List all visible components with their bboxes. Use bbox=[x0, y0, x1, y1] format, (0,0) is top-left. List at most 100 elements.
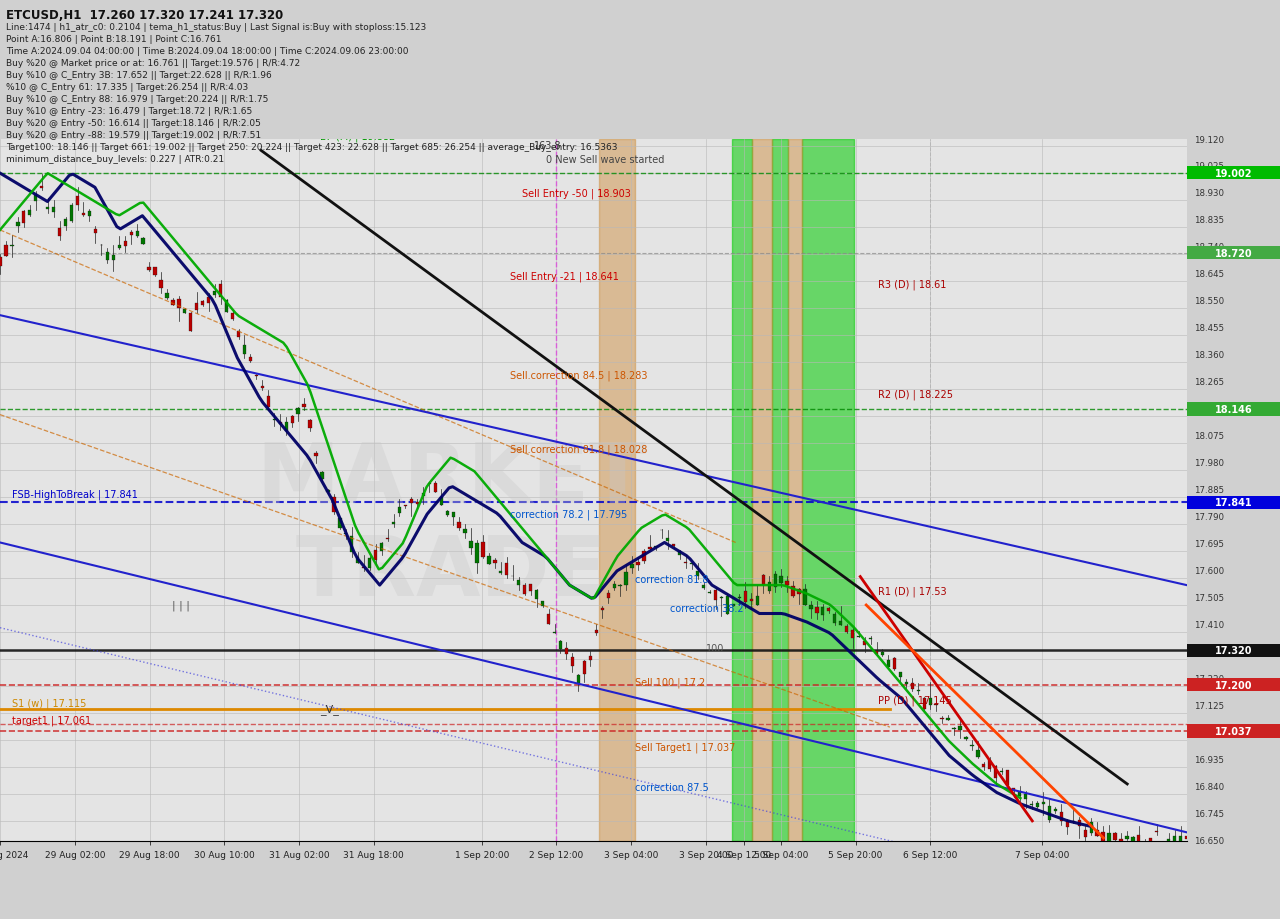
Bar bbox=[1167, 839, 1170, 847]
Bar bbox=[773, 574, 777, 587]
Text: Buy %10 @ Entry -23: 16.479 | Target:18.72 | R/R:1.65: Buy %10 @ Entry -23: 16.479 | Target:18.… bbox=[6, 107, 252, 116]
Bar bbox=[1187, 644, 1280, 657]
Bar bbox=[106, 253, 109, 261]
Text: 18.265: 18.265 bbox=[1194, 378, 1224, 387]
Bar bbox=[750, 599, 753, 602]
Text: Buy %10 @ C_Entry 88: 16.979 | Target:20.224 || R/R:1.75: Buy %10 @ C_Entry 88: 16.979 | Target:20… bbox=[6, 95, 269, 104]
Bar bbox=[928, 698, 932, 705]
Bar bbox=[398, 508, 401, 513]
Text: 17.980: 17.980 bbox=[1194, 459, 1224, 468]
Text: BP (M) | 19.882: BP (M) | 19.882 bbox=[320, 131, 396, 142]
Bar bbox=[923, 698, 925, 709]
Bar bbox=[791, 586, 795, 596]
Bar bbox=[881, 652, 884, 655]
Bar bbox=[1060, 812, 1062, 822]
Bar bbox=[445, 512, 449, 516]
Bar bbox=[753, 140, 772, 841]
Bar bbox=[804, 589, 806, 605]
Bar bbox=[183, 310, 187, 313]
Bar bbox=[463, 529, 467, 534]
Text: 18.075: 18.075 bbox=[1194, 432, 1224, 441]
Bar bbox=[1187, 403, 1280, 416]
Bar bbox=[1006, 770, 1010, 785]
Bar bbox=[1137, 834, 1140, 849]
Bar bbox=[291, 416, 294, 424]
Bar bbox=[964, 737, 968, 740]
Bar bbox=[230, 313, 234, 320]
Bar bbox=[129, 233, 133, 235]
Bar bbox=[1161, 845, 1165, 847]
Bar bbox=[788, 140, 803, 841]
Bar bbox=[1149, 838, 1152, 843]
Bar bbox=[4, 245, 8, 256]
Text: 18.645: 18.645 bbox=[1194, 270, 1224, 279]
Bar bbox=[648, 547, 652, 550]
Text: R1 (D) | 17.53: R1 (D) | 17.53 bbox=[878, 586, 947, 596]
Bar bbox=[279, 423, 282, 425]
Text: 18.720: 18.720 bbox=[1215, 248, 1252, 258]
Bar bbox=[1187, 166, 1280, 180]
Bar bbox=[732, 140, 753, 841]
Bar bbox=[70, 206, 73, 222]
Bar bbox=[333, 497, 335, 512]
Text: correction 87.5: correction 87.5 bbox=[635, 782, 709, 792]
Bar bbox=[851, 630, 854, 639]
Bar bbox=[147, 268, 151, 270]
Text: Buy %20 @ Entry -50: 16.614 || Target:18.146 | R/R:2.05: Buy %20 @ Entry -50: 16.614 || Target:18… bbox=[6, 119, 261, 128]
Bar bbox=[356, 558, 360, 563]
Bar bbox=[154, 267, 156, 275]
Bar bbox=[1187, 724, 1280, 738]
Text: 16.650: 16.650 bbox=[1194, 836, 1224, 845]
Bar bbox=[76, 197, 79, 206]
Bar bbox=[666, 539, 669, 541]
Bar bbox=[64, 220, 68, 227]
Bar bbox=[177, 300, 180, 309]
Text: Sell Target1 | 17.037: Sell Target1 | 17.037 bbox=[635, 742, 735, 753]
Bar bbox=[977, 751, 979, 757]
Bar bbox=[40, 187, 44, 188]
Bar bbox=[35, 196, 37, 202]
Bar bbox=[421, 494, 425, 497]
Bar bbox=[28, 210, 32, 216]
Bar bbox=[786, 582, 788, 585]
Bar bbox=[195, 304, 198, 311]
Bar bbox=[219, 285, 223, 298]
Bar bbox=[297, 408, 300, 415]
Bar bbox=[1089, 823, 1093, 834]
Bar bbox=[284, 423, 288, 431]
Bar bbox=[308, 421, 312, 428]
Bar bbox=[959, 726, 961, 731]
Bar bbox=[899, 673, 902, 677]
Text: 18.146: 18.146 bbox=[1215, 404, 1252, 414]
Bar bbox=[815, 607, 818, 614]
Text: 17.841: 17.841 bbox=[1215, 498, 1252, 508]
Text: 16.745: 16.745 bbox=[1194, 810, 1224, 819]
Bar bbox=[1048, 806, 1051, 820]
Bar bbox=[506, 563, 508, 575]
Bar bbox=[315, 453, 317, 456]
Bar bbox=[577, 675, 580, 683]
Bar bbox=[1125, 835, 1129, 839]
Bar bbox=[636, 562, 640, 566]
Text: PP (D) | 17.145: PP (D) | 17.145 bbox=[878, 695, 952, 706]
Bar bbox=[874, 652, 878, 654]
Bar bbox=[82, 213, 84, 216]
Text: Buy %20 @ Entry -88: 19.579 || Target:19.002 | R/R:7.51: Buy %20 @ Entry -88: 19.579 || Target:19… bbox=[6, 130, 261, 140]
Bar bbox=[1053, 809, 1057, 811]
Text: FSB-HighToBreak | 17.841: FSB-HighToBreak | 17.841 bbox=[12, 490, 138, 500]
Bar bbox=[88, 211, 91, 217]
Text: 17.695: 17.695 bbox=[1194, 539, 1224, 549]
Bar bbox=[833, 615, 836, 623]
Bar bbox=[212, 291, 216, 295]
Bar bbox=[499, 572, 503, 573]
Text: 19.120: 19.120 bbox=[1194, 135, 1224, 144]
Bar bbox=[553, 632, 556, 634]
Text: 16.935: 16.935 bbox=[1194, 755, 1224, 765]
Bar bbox=[93, 230, 97, 233]
Bar bbox=[1096, 830, 1098, 835]
Text: %10 @ C_Entry 61: 17.335 | Target:26.254 || R/R:4.03: %10 @ C_Entry 61: 17.335 | Target:26.254… bbox=[6, 83, 248, 92]
Bar bbox=[845, 626, 849, 632]
Bar bbox=[1187, 246, 1280, 260]
Text: 18.455: 18.455 bbox=[1194, 324, 1224, 333]
Text: 18.360: 18.360 bbox=[1194, 351, 1224, 360]
